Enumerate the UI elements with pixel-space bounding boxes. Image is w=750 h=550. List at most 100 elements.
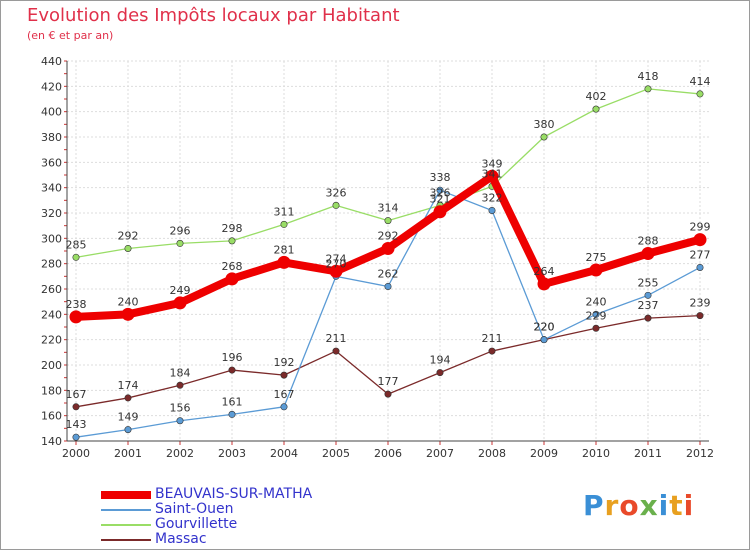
data-label: 240: [118, 295, 139, 308]
data-label: 143: [66, 418, 87, 431]
legend-label-massac: Massac: [155, 531, 207, 547]
legend-item-gourvillette: Gourvillette: [101, 517, 312, 532]
y-tick-label: 420: [41, 80, 62, 93]
legend-swatch-beauvais: [101, 490, 151, 499]
x-tick-label: 2002: [166, 447, 194, 460]
data-point-3: [644, 314, 652, 322]
y-tick-label: 140: [41, 435, 62, 448]
data-point-2: [644, 85, 652, 93]
logo-letter: o: [619, 489, 640, 522]
data-point-0: [693, 233, 707, 247]
legend-swatch-gourvillette: [101, 523, 151, 526]
data-label: 288: [638, 235, 659, 248]
y-tick-label: 180: [41, 384, 62, 397]
data-label: 238: [66, 298, 87, 311]
data-point-0: [381, 241, 395, 255]
data-label: 274: [326, 252, 347, 265]
data-point-2: [124, 244, 132, 252]
data-point-1: [436, 186, 444, 194]
data-label: 292: [378, 229, 399, 242]
data-point-3: [696, 312, 704, 320]
y-tick-label: 200: [41, 359, 62, 372]
data-label: 220: [534, 321, 555, 334]
x-tick-label: 2004: [270, 447, 298, 460]
data-label: 184: [170, 366, 191, 379]
x-tick-label: 2011: [634, 447, 662, 460]
data-point-3: [592, 324, 600, 332]
x-tick-label: 2012: [686, 447, 714, 460]
data-label: 414: [690, 75, 711, 88]
data-label: 311: [274, 205, 295, 218]
data-point-1: [72, 433, 80, 441]
legend-label-gourvillette: Gourvillette: [155, 516, 238, 532]
data-point-0: [225, 272, 239, 286]
data-point-0: [121, 307, 135, 321]
data-point-0: [641, 247, 655, 261]
data-point-2: [72, 253, 80, 261]
y-tick-label: 360: [41, 156, 62, 169]
y-tick-label: 340: [41, 182, 62, 195]
data-label: 167: [274, 388, 295, 401]
x-tick-label: 2003: [218, 447, 246, 460]
legend-label-saint-ouen: Saint-Ouen: [155, 501, 234, 517]
data-point-1: [384, 282, 392, 290]
data-point-0: [277, 255, 291, 269]
data-label: 275: [586, 251, 607, 264]
data-point-1: [540, 336, 548, 344]
x-tick-label: 2005: [322, 447, 350, 460]
data-label: 338: [430, 171, 451, 184]
data-label: 211: [482, 332, 503, 345]
data-label-layer: 238 240 249 268 281 274 292 321 349 264 275 288 299 1…: [66, 70, 711, 431]
data-label: 239: [690, 297, 711, 310]
data-point-0: [589, 263, 603, 277]
data-point-1: [644, 291, 652, 299]
x-tick-label: 2000: [62, 447, 90, 460]
x-tick-label: 2010: [582, 447, 610, 460]
data-point-3: [228, 366, 236, 374]
legend-swatch-massac: [101, 538, 151, 541]
x-tick-label: 2006: [374, 447, 402, 460]
y-tick-label: 300: [41, 232, 62, 245]
data-label: 211: [326, 332, 347, 345]
y-tick-label: 440: [41, 55, 62, 68]
logo-letter: P: [583, 489, 605, 522]
x-tick-label: 2001: [114, 447, 142, 460]
data-point-1: [488, 206, 496, 214]
data-label: 322: [482, 191, 503, 204]
data-point-2: [332, 201, 340, 209]
data-label: 192: [274, 356, 295, 369]
data-label: 270: [326, 257, 347, 270]
data-point-1: [176, 417, 184, 425]
data-label: 349: [482, 157, 503, 170]
data-point-1: [280, 403, 288, 411]
data-label: 281: [274, 243, 295, 256]
data-label: 326: [326, 186, 347, 199]
data-label: 177: [378, 375, 399, 388]
data-label: 237: [638, 299, 659, 312]
x-tick-label: 2007: [426, 447, 454, 460]
data-label: 296: [170, 224, 191, 237]
data-label: 292: [118, 229, 139, 242]
data-point-3: [384, 390, 392, 398]
data-label: 249: [170, 284, 191, 297]
data-point-3: [436, 369, 444, 377]
data-label: 321: [430, 193, 451, 206]
data-point-3: [332, 347, 340, 355]
data-label: 194: [430, 354, 451, 367]
data-label: 299: [690, 221, 711, 234]
data-label: 418: [638, 70, 659, 83]
data-label: 380: [534, 118, 555, 131]
data-point-3: [488, 347, 496, 355]
logo-letter: i: [658, 489, 670, 522]
data-point-1: [124, 426, 132, 434]
x-tick-label: 2009: [530, 447, 558, 460]
data-label: 240: [586, 295, 607, 308]
y-tick-label: 380: [41, 131, 62, 144]
data-label: 402: [586, 90, 607, 103]
data-point-1: [228, 410, 236, 418]
data-label: 196: [222, 351, 243, 364]
y-tick-label: 160: [41, 410, 62, 423]
data-point-2: [592, 105, 600, 113]
y-tick-label: 240: [41, 308, 62, 321]
y-tick-label: 400: [41, 106, 62, 119]
